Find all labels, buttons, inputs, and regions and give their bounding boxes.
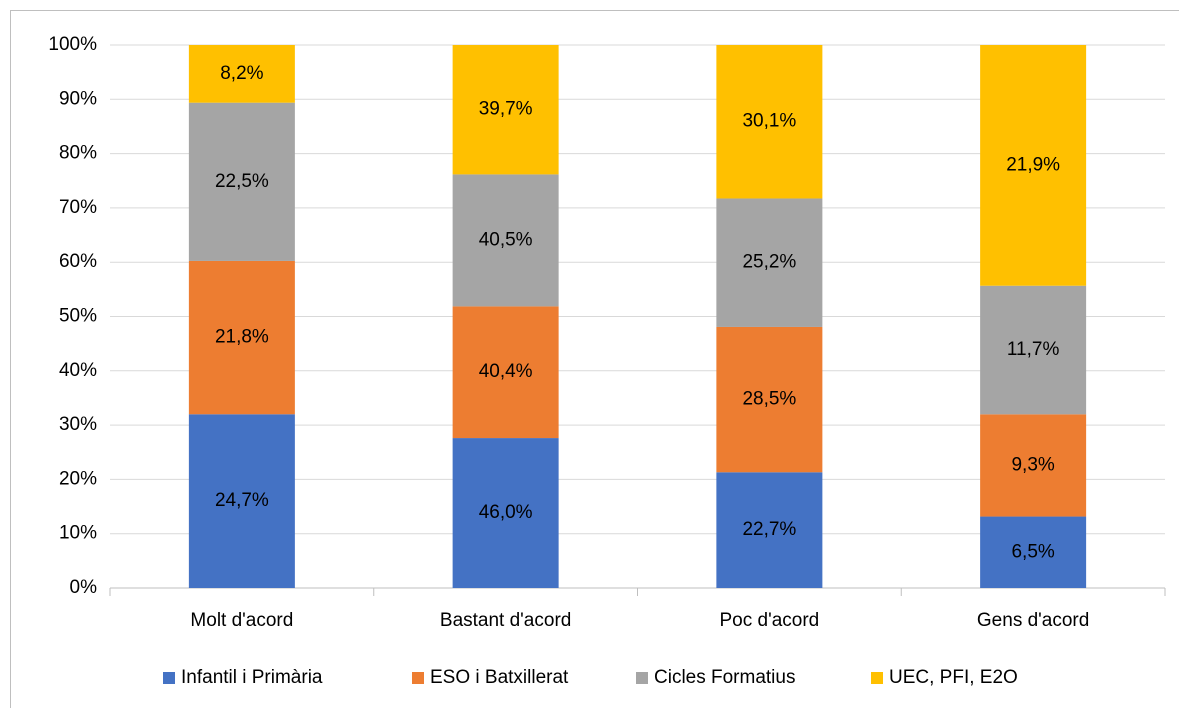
y-tick-label: 90% [59,88,97,109]
x-tick-label: Poc d'acord [720,610,820,631]
bar-segment [188,45,295,103]
y-tick-label: 80% [59,143,97,164]
data-label: 22,7% [742,519,796,540]
bar-segment [716,198,823,327]
bar-segment [980,285,1087,415]
bar-segment [980,414,1087,517]
y-tick-label: 50% [59,306,97,327]
y-tick-label: 100% [48,34,97,55]
data-label: 30,1% [742,111,796,132]
legend-swatch [412,672,424,684]
data-label: 24,7% [215,490,269,511]
bar-segment [452,306,559,439]
data-label: 40,4% [479,361,533,382]
bar-segment [980,45,1087,286]
y-tick-label: 60% [59,251,97,272]
data-label: 25,2% [742,252,796,273]
x-tick-label: Gens d'acord [977,610,1089,631]
data-label: 28,5% [742,389,796,410]
data-label: 46,0% [479,502,533,523]
bar-segment [188,414,295,588]
bar-segment [716,45,823,199]
bar-segment [452,45,559,175]
y-tick-label: 10% [59,523,97,544]
y-tick-label: 20% [59,468,97,489]
data-label: 8,2% [220,63,263,84]
bar-segment [188,260,295,415]
legend-label: Cicles Formatius [654,667,795,688]
x-tick-label: Bastant d'acord [440,610,571,631]
legend-swatch [871,672,883,684]
data-label: 39,7% [479,99,533,120]
bar-segment [980,516,1087,588]
bar-segment [452,174,559,307]
chart-border [10,10,1179,708]
legend-label: ESO i Batxillerat [430,667,569,688]
data-label: 6,5% [1011,541,1054,562]
y-tick-label: 0% [70,577,98,598]
bar-segment [188,102,295,261]
y-tick-label: 70% [59,197,97,218]
data-label: 9,3% [1011,454,1054,475]
data-label: 40,5% [479,229,533,250]
bar-segment [716,472,823,588]
data-label: 21,8% [215,327,269,348]
data-label: 11,7% [1007,339,1060,360]
x-tick-label: Molt d'acord [190,610,293,631]
y-tick-label: 40% [59,360,97,381]
data-label: 21,9% [1006,154,1060,175]
legend-label: Infantil i Primària [181,667,323,688]
legend-swatch [163,672,175,684]
bar-segment [716,326,823,473]
legend-label: UEC, PFI, E2O [889,667,1018,688]
bar-segment [452,438,559,588]
legend-swatch [636,672,648,684]
y-tick-label: 30% [59,414,97,435]
data-label: 22,5% [215,171,269,192]
